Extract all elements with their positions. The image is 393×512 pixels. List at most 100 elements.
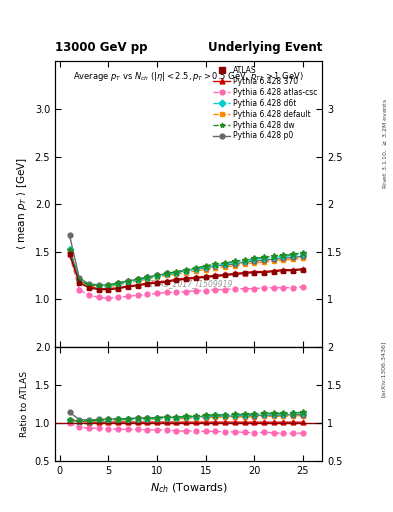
Pythia 6.428 p0 bbox=[242, 259, 247, 265]
Pythia 6.428 atlas-csc bbox=[242, 286, 247, 292]
Pythia 6.428 default bbox=[155, 274, 160, 281]
Pythia 6.428 dw bbox=[203, 263, 208, 269]
Pythia 6.428 370 bbox=[242, 269, 247, 275]
Pythia 6.428 370 bbox=[184, 275, 189, 281]
Pythia 6.428 p0 bbox=[232, 261, 237, 267]
Line: Pythia 6.428 dw: Pythia 6.428 dw bbox=[66, 247, 306, 289]
Pythia 6.428 dw bbox=[87, 282, 92, 288]
Pythia 6.428 dw bbox=[194, 265, 198, 271]
Pythia 6.428 default bbox=[164, 272, 169, 279]
Pythia 6.428 atlas-csc bbox=[116, 294, 121, 301]
Pythia 6.428 p0 bbox=[203, 265, 208, 271]
Pythia 6.428 d6t bbox=[223, 261, 228, 267]
Pythia 6.428 370 bbox=[164, 278, 169, 284]
Pythia 6.428 p0 bbox=[77, 275, 82, 281]
Pythia 6.428 default bbox=[271, 258, 276, 264]
Pythia 6.428 d6t bbox=[135, 277, 140, 283]
Pythia 6.428 atlas-csc bbox=[184, 288, 189, 294]
Pythia 6.428 370 bbox=[135, 282, 140, 288]
ATLAS bbox=[87, 285, 92, 291]
Pythia 6.428 default bbox=[213, 265, 218, 271]
Pythia 6.428 dw bbox=[135, 276, 140, 282]
Pythia 6.428 370 bbox=[252, 268, 257, 274]
Pythia 6.428 370 bbox=[271, 268, 276, 274]
Pythia 6.428 default bbox=[116, 282, 121, 288]
Pythia 6.428 370 bbox=[301, 266, 305, 272]
Pythia 6.428 dw bbox=[174, 268, 179, 274]
Y-axis label: $\langle$ mean $p_T$ $\rangle$ [GeV]: $\langle$ mean $p_T$ $\rangle$ [GeV] bbox=[15, 158, 29, 250]
Pythia 6.428 dw bbox=[291, 251, 296, 258]
ATLAS bbox=[164, 279, 169, 285]
Pythia 6.428 d6t bbox=[125, 279, 130, 285]
Line: Pythia 6.428 atlas-csc: Pythia 6.428 atlas-csc bbox=[67, 253, 305, 301]
Line: Pythia 6.428 370: Pythia 6.428 370 bbox=[67, 247, 305, 291]
Text: Rivet 3.1.10, $\geq$ 3.2M events: Rivet 3.1.10, $\geq$ 3.2M events bbox=[381, 98, 389, 189]
Pythia 6.428 dw bbox=[125, 278, 130, 284]
Pythia 6.428 default bbox=[96, 284, 101, 290]
Pythia 6.428 d6t bbox=[301, 250, 305, 257]
Pythia 6.428 p0 bbox=[281, 255, 286, 261]
Pythia 6.428 dw bbox=[164, 270, 169, 276]
Pythia 6.428 atlas-csc bbox=[262, 285, 266, 291]
Pythia 6.428 370 bbox=[203, 273, 208, 280]
ATLAS bbox=[291, 268, 296, 274]
Pythia 6.428 d6t bbox=[232, 259, 237, 265]
Pythia 6.428 dw bbox=[106, 282, 111, 288]
Pythia 6.428 atlas-csc bbox=[213, 287, 218, 293]
X-axis label: $N_{ch}$ (Towards): $N_{ch}$ (Towards) bbox=[150, 481, 228, 495]
Pythia 6.428 default bbox=[184, 269, 189, 275]
Line: Pythia 6.428 p0: Pythia 6.428 p0 bbox=[67, 233, 305, 287]
Pythia 6.428 default bbox=[87, 283, 92, 289]
Pythia 6.428 370 bbox=[291, 267, 296, 273]
Pythia 6.428 370 bbox=[145, 280, 150, 286]
Legend: ATLAS, Pythia 6.428 370, Pythia 6.428 atlas-csc, Pythia 6.428 d6t, Pythia 6.428 : ATLAS, Pythia 6.428 370, Pythia 6.428 at… bbox=[213, 65, 318, 141]
Pythia 6.428 p0 bbox=[301, 253, 305, 260]
Pythia 6.428 dw bbox=[232, 258, 237, 264]
Pythia 6.428 default bbox=[223, 264, 228, 270]
Pythia 6.428 p0 bbox=[223, 262, 228, 268]
Pythia 6.428 dw bbox=[155, 272, 160, 279]
Pythia 6.428 d6t bbox=[174, 269, 179, 275]
Pythia 6.428 d6t bbox=[116, 281, 121, 287]
Pythia 6.428 dw bbox=[96, 283, 101, 289]
ATLAS bbox=[174, 277, 179, 283]
Pythia 6.428 p0 bbox=[252, 258, 257, 264]
Pythia 6.428 atlas-csc bbox=[281, 285, 286, 291]
Pythia 6.428 p0 bbox=[135, 276, 140, 282]
Pythia 6.428 370 bbox=[125, 283, 130, 289]
Pythia 6.428 370 bbox=[281, 267, 286, 273]
Pythia 6.428 dw bbox=[145, 274, 150, 281]
Pythia 6.428 370 bbox=[87, 284, 92, 290]
ATLAS bbox=[194, 275, 198, 281]
Pythia 6.428 default bbox=[194, 268, 198, 274]
Pythia 6.428 p0 bbox=[96, 282, 101, 288]
Pythia 6.428 d6t bbox=[213, 262, 218, 268]
ATLAS bbox=[271, 268, 276, 274]
Pythia 6.428 d6t bbox=[77, 277, 82, 283]
Pythia 6.428 d6t bbox=[194, 266, 198, 272]
Pythia 6.428 370 bbox=[106, 286, 111, 292]
Pythia 6.428 dw bbox=[77, 277, 82, 283]
Pythia 6.428 default bbox=[203, 267, 208, 273]
Pythia 6.428 atlas-csc bbox=[96, 294, 101, 301]
Pythia 6.428 default bbox=[242, 261, 247, 267]
Pythia 6.428 p0 bbox=[194, 266, 198, 272]
Pythia 6.428 atlas-csc bbox=[164, 289, 169, 295]
Pythia 6.428 p0 bbox=[145, 274, 150, 281]
Text: Average $p_T$ vs $N_{ch}$ ($|\eta| < 2.5, p_T > 0.5$ GeV, $p_{T1} > 1$ GeV): Average $p_T$ vs $N_{ch}$ ($|\eta| < 2.5… bbox=[73, 70, 304, 83]
ATLAS bbox=[262, 269, 266, 275]
Pythia 6.428 p0 bbox=[116, 280, 121, 286]
ATLAS bbox=[301, 267, 305, 273]
Pythia 6.428 default bbox=[252, 260, 257, 266]
Pythia 6.428 default bbox=[291, 256, 296, 262]
Pythia 6.428 default bbox=[232, 263, 237, 269]
Pythia 6.428 d6t bbox=[203, 264, 208, 270]
Pythia 6.428 dw bbox=[262, 254, 266, 261]
Pythia 6.428 d6t bbox=[271, 254, 276, 261]
Text: 13000 GeV pp: 13000 GeV pp bbox=[55, 41, 147, 54]
Pythia 6.428 default bbox=[262, 259, 266, 265]
Pythia 6.428 d6t bbox=[87, 282, 92, 288]
Pythia 6.428 default bbox=[281, 257, 286, 263]
Pythia 6.428 dw bbox=[213, 261, 218, 267]
Pythia 6.428 p0 bbox=[291, 254, 296, 261]
